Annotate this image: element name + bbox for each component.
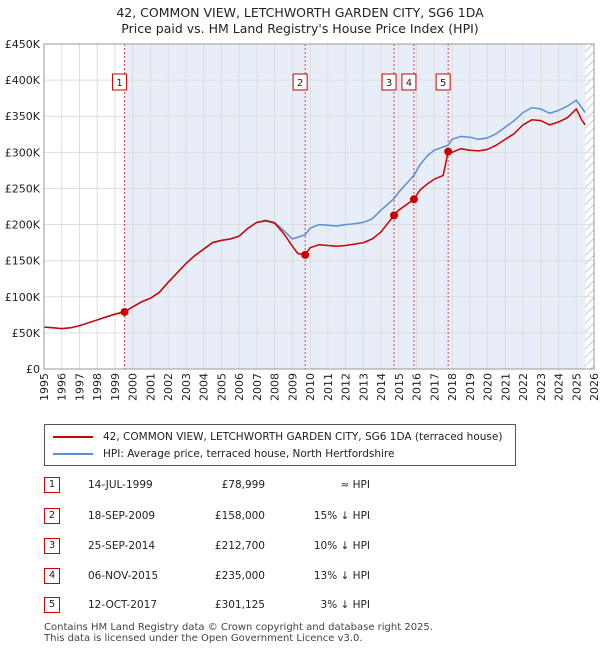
y-tick-label: £400K [5, 74, 41, 87]
legend-label-hpi: HPI: Average price, terraced house, Nort… [103, 448, 395, 460]
x-tick-label: 2011 [322, 373, 335, 401]
sale-number-badge: 1 [44, 477, 60, 493]
legend-swatch-hpi [53, 453, 93, 455]
x-tick-label: 2024 [553, 373, 566, 401]
y-tick-label: £0 [26, 363, 40, 376]
x-tick-label: 2002 [162, 373, 175, 401]
sale-row: 5 12-OCT-2017 £301,125 3% ↓ HPI [0, 597, 600, 615]
sale-number-box [435, 73, 451, 91]
property-price-line [43, 107, 586, 330]
x-tick-label: 2009 [286, 373, 299, 401]
y-tick-label: £150K [5, 255, 41, 268]
x-tick-label: 2022 [517, 373, 530, 401]
legend-item-property: 42, COMMON VIEW, LETCHWORTH GARDEN CITY,… [53, 429, 502, 445]
sale-number-badge: 4 [44, 568, 60, 584]
sale-number-badge: 5 [44, 597, 60, 613]
sale-point [409, 195, 418, 204]
sale-date: 14-JUL-1999 [88, 479, 153, 491]
x-tick-label: 2005 [215, 373, 228, 401]
x-tick-label: 2021 [499, 373, 512, 401]
sale-hpi-comparison: 3% ↓ HPI [320, 599, 370, 611]
legend-label-property: 42, COMMON VIEW, LETCHWORTH GARDEN CITY,… [103, 431, 503, 443]
x-tick-label: 2014 [375, 373, 388, 401]
price-chart: £0 £50K £100K £150K £200K £250K £300K £350K £400… [5, 38, 600, 401]
sale-point [301, 250, 310, 259]
chart-subtitle: Price paid vs. HM Land Registry's House … [121, 21, 479, 36]
sale-point [444, 147, 453, 156]
sale-number-box [381, 73, 397, 91]
sale-number-label: 1 [116, 78, 122, 89]
x-tick-label: 2001 [144, 373, 157, 401]
sale-number-box [112, 73, 128, 91]
sale-price: £78,999 [221, 479, 265, 491]
sale-date: 12-OCT-2017 [88, 599, 157, 611]
sale-number-label: 2 [297, 78, 303, 89]
x-tick-label: 2018 [446, 373, 459, 401]
sale-number-label: 3 [386, 78, 392, 89]
sale-price: £235,000 [214, 570, 265, 582]
legend: 42, COMMON VIEW, LETCHWORTH GARDEN CITY,… [44, 424, 516, 466]
footer-copyright: Contains HM Land Registry data © Crown c… [44, 622, 433, 633]
sale-price: £158,000 [214, 510, 265, 522]
sale-row: 4 06-NOV-2015 £235,000 13% ↓ HPI [0, 568, 600, 586]
plot-frame [43, 43, 595, 370]
sale-date: 06-NOV-2015 [88, 570, 159, 582]
sale-date: 18-SEP-2009 [88, 510, 156, 522]
x-tick-label: 2017 [428, 373, 441, 401]
x-tick-label: 2012 [340, 373, 353, 401]
x-tick-label: 2025 [570, 373, 583, 401]
x-tick-label: 1996 [56, 373, 69, 401]
sale-number-box [401, 73, 417, 91]
sale-hpi-comparison: 15% ↓ HPI [313, 510, 370, 522]
sale-hpi-comparison: ≈ HPI [340, 479, 370, 491]
sale-row: 3 25-SEP-2014 £212,700 10% ↓ HPI [0, 538, 600, 556]
x-tick-label: 2015 [393, 373, 406, 401]
y-tick-label: £250K [5, 182, 41, 195]
x-tick-label: 1998 [91, 373, 104, 401]
sale-number-box [292, 73, 308, 91]
x-tick-label: 2000 [127, 373, 140, 401]
sale-number-badge: 3 [44, 538, 60, 554]
y-tick-label: £50K [12, 327, 41, 340]
y-tick-label: £300K [5, 146, 41, 159]
y-tick-label: £350K [5, 110, 41, 123]
chart-title: 42, COMMON VIEW, LETCHWORTH GARDEN CITY,… [116, 5, 484, 20]
x-tick-label: 2003 [180, 373, 193, 401]
x-tick-label: 2007 [251, 373, 264, 401]
y-tick-label: £200K [5, 219, 41, 232]
sale-price: £212,700 [214, 540, 265, 552]
sale-price: £301,125 [214, 599, 265, 611]
sale-hpi-comparison: 13% ↓ HPI [313, 570, 370, 582]
x-tick-label: 2006 [233, 373, 246, 401]
sale-point [120, 307, 129, 316]
x-tick-label: 2008 [269, 373, 282, 401]
x-tick-label: 1999 [109, 373, 122, 401]
x-tick-label: 2010 [304, 373, 317, 401]
legend-swatch-property [53, 436, 93, 438]
sale-row: 1 14-JUL-1999 £78,999 ≈ HPI [0, 477, 600, 495]
sale-number-label: 5 [440, 78, 446, 89]
shaded-ownership-region [124, 44, 586, 369]
x-tick-label: 2020 [482, 373, 495, 401]
x-tick-label: 2004 [198, 373, 211, 401]
sale-hpi-comparison: 10% ↓ HPI [313, 540, 370, 552]
sale-number-badge: 2 [44, 508, 60, 524]
sale-row: 2 18-SEP-2009 £158,000 15% ↓ HPI [0, 508, 600, 526]
legend-item-hpi: HPI: Average price, terraced house, Nort… [53, 446, 395, 462]
x-tick-label: 1995 [38, 373, 51, 401]
y-tick-label: £450K [5, 38, 41, 51]
forecast-hatched-region [585, 44, 594, 369]
x-tick-label: 2026 [588, 373, 600, 401]
x-tick-label: 2013 [357, 373, 370, 401]
x-tick-label: 2019 [464, 373, 477, 401]
footer: Contains HM Land Registry data © Crown c… [44, 622, 433, 644]
x-tick-label: 1997 [73, 373, 86, 401]
sale-number-label: 4 [406, 78, 412, 89]
x-tick-label: 2023 [535, 373, 548, 401]
y-tick-label: £100K [5, 291, 41, 304]
footer-licence: This data is licensed under the Open Gov… [44, 633, 363, 644]
sale-point [390, 211, 399, 220]
sale-date: 25-SEP-2014 [88, 540, 156, 552]
x-tick-label: 2016 [411, 373, 424, 401]
